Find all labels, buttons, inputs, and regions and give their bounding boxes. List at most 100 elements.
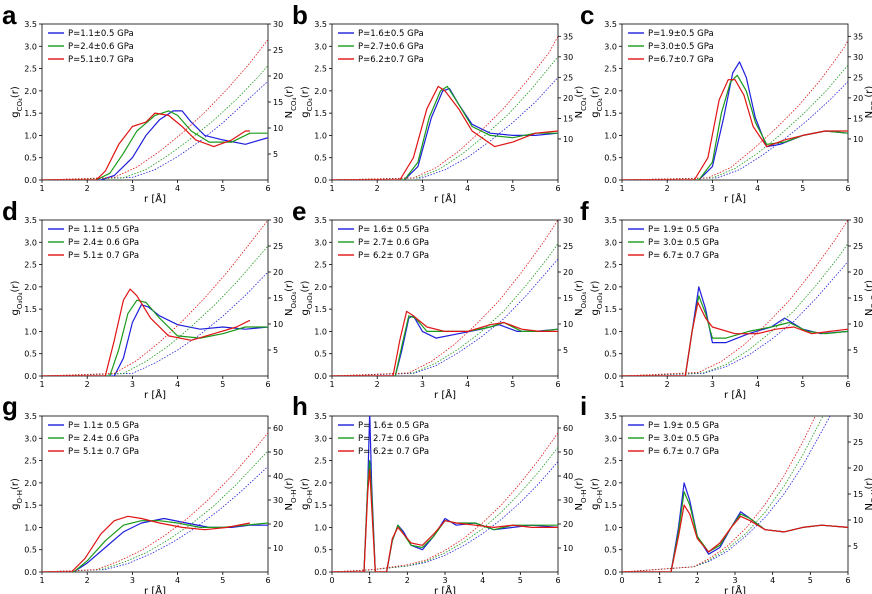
y-tick-label-left: 3.0 [604,238,617,247]
x-tick-label: 5 [518,576,523,585]
x-tick-label: 0 [329,576,334,585]
series-n-line [332,56,558,180]
y-tick-label-right: 60 [563,424,573,433]
y-axis-label-right: NCO₄(r) [864,86,872,119]
legend-label: P= 1.9± 0.5 GPa [648,225,719,235]
x-tick-label: 2 [695,576,700,585]
y-tick-label-right: 15 [853,114,863,123]
y-tick-label-right: 60 [273,424,283,433]
x-tick-label: 6 [845,184,850,193]
x-tick-label: 6 [845,380,850,389]
panel-letter: h [292,391,308,421]
series-n-line [42,432,268,572]
y-tick-label-left: 1.0 [604,523,617,532]
x-tick-label: 6 [845,576,850,585]
x-tick-label: 4 [175,576,180,585]
x-tick-label: 1 [329,380,334,389]
x-tick-label: 4 [175,380,180,389]
y-tick-label-left: 3.5 [24,412,37,421]
y-tick-label-left: 2.5 [314,261,327,270]
y-tick-label-left: 2.5 [604,457,617,466]
y-tick-label-left: 2.0 [604,283,617,292]
y-tick-label-left: 0.0 [604,176,617,185]
y-tick-label-right: 25 [853,438,863,447]
x-axis-label: r [Å] [144,388,166,401]
x-tick-label: 5 [510,380,515,389]
y-axis-label-left: gCO₄(r) [300,86,314,118]
legend-label: P=6.7±0.7 GPa [648,55,714,65]
y-tick-label-left: 0.0 [314,372,327,381]
series-g-line [42,304,268,376]
legend-label: P= 2.4± 0.6 GPa [68,238,139,248]
x-tick-label: 2 [85,576,90,585]
x-tick-label: 5 [220,184,225,193]
y-tick-label-left: 1.5 [604,305,617,314]
axes-frame [41,415,269,573]
series-g-line [622,301,848,376]
x-axis-label: r [Å] [724,584,746,594]
legend-label: P= 6.2± 0.7 GPa [358,251,429,261]
y-axis-label-left: gO₄O₄(r) [300,280,314,315]
y-axis-label-right: NCO₄(r) [574,86,588,119]
series-n-line [42,220,268,376]
y-tick-label-right: 5 [853,542,858,551]
series-n-line [42,245,268,376]
panel-f: f 1 2 3 4 5 6 0.0 0.5 1.0 1.5 2.0 2.5 3.0 3.5 5 10 15 20 25… [580,196,872,401]
x-tick-label: 1 [329,184,334,193]
series-g-line [332,315,558,376]
legend-label: P= 6.7± 0.7 GPa [648,447,719,457]
y-tick-label-left: 2.5 [24,65,37,74]
y-tick-label-left: 3.5 [24,20,37,29]
x-tick-label: 4 [175,184,180,193]
y-tick-label-right: 50 [563,448,573,457]
x-tick-label: 2 [85,184,90,193]
y-tick-label-right: 25 [853,242,863,251]
series-g-line [622,482,848,572]
y-tick-label-right: 25 [273,242,283,251]
legend-label: P= 1.1± 0.5 GPa [68,225,139,235]
y-tick-label-right: 5 [563,346,568,355]
series-n-line [332,258,558,376]
y-tick-label-left: 3.0 [24,238,37,247]
series-g-line [622,504,848,572]
y-tick-label-left: 3.5 [604,412,617,421]
series-n-line [332,446,558,572]
x-tick-label: 1 [39,184,44,193]
legend-label: P=2.7±0.6 GPa [358,42,424,52]
y-tick-label-left: 3.5 [24,216,37,225]
y-tick-label-left: 1.0 [314,523,327,532]
y-tick-label-right: 10 [853,135,863,144]
y-tick-label-left: 1.0 [314,131,327,140]
y-tick-label-right: 30 [563,496,573,505]
x-tick-label: 2 [405,576,410,585]
legend-label: P=5.1±0.7 GPa [68,55,134,65]
panel-letter: f [580,196,589,226]
x-tick-label: 3 [130,184,135,193]
y-tick-label-right: 20 [853,464,863,473]
series-n-line [622,81,848,180]
y-tick-label-right: 20 [273,72,283,81]
y-tick-label-left: 3.0 [314,42,327,51]
legend-label: P= 2.4± 0.6 GPa [68,434,139,444]
legend-label: P= 6.2± 0.7 GPa [358,447,429,457]
y-tick-label-left: 2.5 [604,65,617,74]
legend-label: P=1.9±0.5 GPa [648,29,714,39]
series-n-line [332,36,558,180]
y-tick-label-left: 1.5 [314,305,327,314]
x-tick-label: 2 [85,380,90,389]
y-tick-label-left: 2.0 [314,283,327,292]
y-tick-label-left: 3.5 [314,20,327,29]
series-n-line [42,65,268,180]
y-axis-label-right: NO-H(r) [284,477,298,510]
y-axis-label-right: NO₄O₄(r) [574,280,588,316]
y-tick-label-right: 20 [273,520,283,529]
y-tick-label-left: 0.0 [24,372,37,381]
y-tick-label-right: 25 [563,242,573,251]
y-tick-label-left: 0.5 [314,546,327,555]
series-n-line [332,77,558,180]
y-tick-label-right: 30 [853,412,863,421]
y-tick-label-left: 3.5 [604,216,617,225]
legend-label: P=6.2±0.7 GPa [358,55,424,65]
series-g-line [332,87,558,180]
y-axis-label-left: gCO₄(r) [10,86,24,118]
